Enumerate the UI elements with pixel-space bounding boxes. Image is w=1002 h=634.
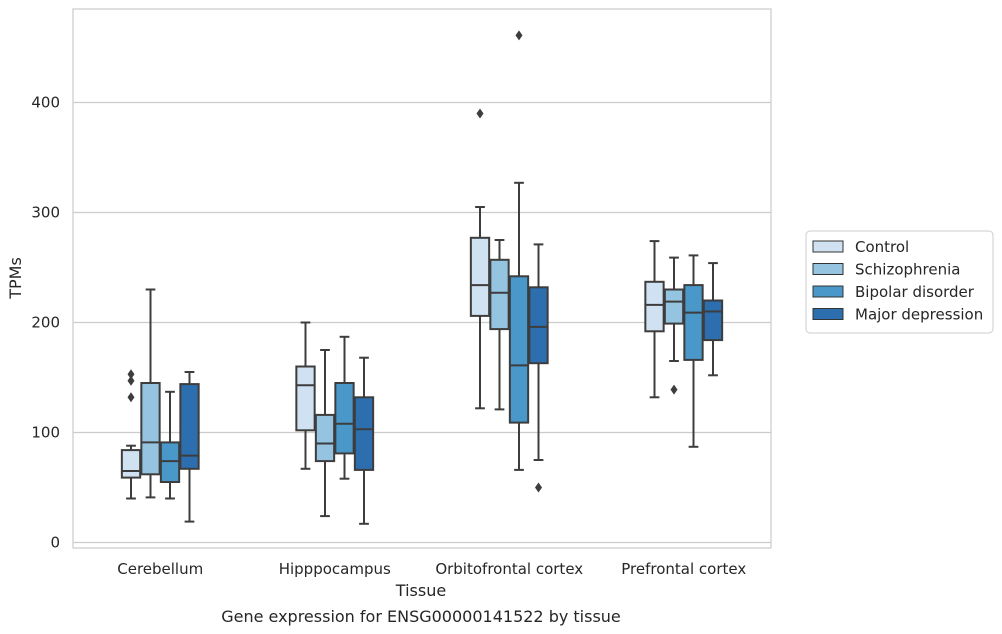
outlier-point	[670, 384, 678, 395]
outlier-point	[127, 369, 135, 380]
box-iqr	[644, 280, 665, 333]
x-tick-label: Hipppocampus	[279, 560, 391, 578]
box-iqr	[179, 383, 200, 470]
box-1-2	[334, 335, 355, 480]
box-3-3	[702, 262, 724, 377]
box-0-1	[140, 288, 161, 499]
box-iqr	[469, 236, 491, 317]
box-1-1	[314, 349, 336, 518]
outlier-point	[515, 30, 523, 41]
box-2-3	[528, 243, 549, 493]
box-iqr	[314, 413, 336, 463]
box-0-0	[120, 369, 142, 500]
y-tick-label: 200	[31, 314, 60, 332]
box-iqr	[334, 382, 355, 455]
box-iqr	[528, 286, 549, 365]
chart-caption: Gene expression for ENSG00000141522 by t…	[221, 607, 621, 626]
box-groups	[120, 30, 724, 525]
legend-swatch	[812, 240, 844, 253]
legend-label: Schizophrenia	[855, 261, 960, 279]
box-iqr	[702, 299, 724, 342]
y-axis-label: TPMs	[6, 257, 25, 300]
legend-label: Major depression	[855, 306, 983, 324]
y-tick-label: 100	[31, 424, 60, 442]
box-iqr	[683, 284, 704, 361]
outlier-point	[127, 392, 135, 403]
box-iqr	[295, 365, 316, 432]
box-iqr	[489, 258, 510, 331]
box-2-1	[489, 239, 510, 411]
box-2-2	[508, 30, 530, 471]
x-tick-labels: Cerebellum Hipppocampus Orbitofrontal cort…	[117, 560, 746, 578]
legend-swatch	[812, 285, 844, 298]
y-tick-labels: 0 100 200 300 400	[31, 94, 60, 552]
x-axis-label: Tissue	[395, 581, 446, 600]
outlier-point	[476, 108, 484, 119]
outlier-point	[127, 375, 135, 386]
legend-label: Control	[855, 238, 909, 256]
outlier-point	[535, 482, 542, 493]
box-iqr	[508, 275, 530, 424]
y-tick-label: 400	[31, 94, 60, 112]
legend-label: Bipolar disorder	[855, 283, 975, 301]
legend-frame	[805, 230, 994, 334]
box-iqr	[159, 441, 181, 483]
box-0-2	[159, 390, 181, 500]
y-tick-label: 300	[31, 204, 60, 222]
box-3-0	[644, 240, 665, 399]
box-iqr	[120, 449, 142, 479]
box-iqr	[140, 382, 161, 476]
box-0-3	[179, 371, 200, 523]
legend-swatch	[812, 308, 844, 320]
box-iqr	[663, 288, 685, 325]
y-tick-label: 0	[50, 534, 60, 552]
plot-frame	[72, 8, 772, 549]
legend: Control Schizophrenia Bipolar disorder Majo…	[805, 230, 994, 334]
box-3-1	[663, 256, 685, 395]
box-iqr	[353, 396, 375, 471]
box-2-0	[469, 108, 491, 410]
box-1-0	[295, 321, 316, 470]
x-tick-label: Cerebellum	[117, 560, 203, 578]
box-3-2	[683, 254, 704, 448]
x-tick-label: Orbitofrontal cortex	[435, 560, 583, 578]
legend-swatch	[812, 263, 844, 275]
box-1-3	[353, 356, 375, 525]
x-tick-label: Prefrontal cortex	[621, 560, 746, 578]
